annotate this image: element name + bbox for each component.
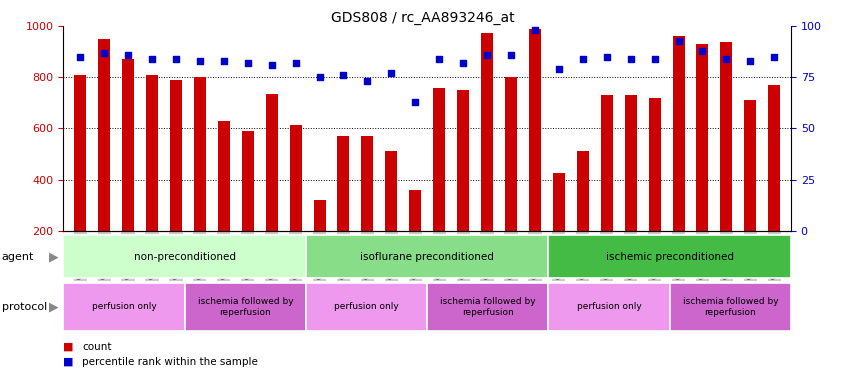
Text: ischemia followed by
reperfusion: ischemia followed by reperfusion [440,297,536,316]
Text: agent: agent [2,252,34,262]
FancyBboxPatch shape [63,283,184,331]
Bar [409,190,421,231]
Point [121,52,135,58]
Point [528,27,541,33]
Text: ischemia followed by
reperfusion: ischemia followed by reperfusion [197,297,294,316]
Point [672,38,685,44]
Point [313,74,327,80]
Bar [601,95,613,231]
Bar [289,124,301,231]
Bar [74,75,86,231]
FancyBboxPatch shape [548,235,791,279]
Text: isoflurane preconditioned: isoflurane preconditioned [360,252,494,262]
Point [504,52,518,58]
Bar [696,44,708,231]
Bar [577,152,589,231]
Point [265,62,278,68]
Bar [98,39,110,231]
Bar [146,75,158,231]
Text: protocol: protocol [2,302,47,312]
Text: perfusion only: perfusion only [91,302,157,311]
Text: ischemic preconditioned: ischemic preconditioned [606,252,733,262]
Bar [481,33,493,231]
Text: ischemia followed by
reperfusion: ischemia followed by reperfusion [683,297,778,316]
Bar [170,80,182,231]
Point [217,58,231,64]
Bar [433,88,445,231]
Bar [194,77,206,231]
Text: count: count [82,342,112,352]
Point [241,60,255,66]
Bar [649,98,661,231]
Text: ■: ■ [63,357,74,367]
Bar [744,100,756,231]
Bar [673,36,684,231]
Bar [553,173,565,231]
Point [193,58,206,64]
Point [74,54,87,60]
Bar [624,95,637,231]
Point [624,56,637,62]
Text: ▶: ▶ [49,300,58,313]
FancyBboxPatch shape [548,283,670,331]
Point [552,66,566,72]
FancyBboxPatch shape [670,283,791,331]
Point [385,70,398,76]
Text: GDS808 / rc_AA893246_at: GDS808 / rc_AA893246_at [331,11,515,25]
Bar [361,136,373,231]
Bar [217,121,230,231]
Point [432,56,446,62]
Bar [768,85,780,231]
Point [576,56,590,62]
Point [744,58,757,64]
Bar [505,77,517,231]
Text: ■: ■ [63,342,74,352]
FancyBboxPatch shape [63,235,306,279]
Point [695,48,709,54]
Text: percentile rank within the sample: percentile rank within the sample [82,357,258,367]
Bar [266,94,277,231]
Point [97,50,111,56]
Point [337,72,350,78]
Point [146,56,159,62]
Point [456,60,470,66]
Bar [529,29,541,231]
FancyBboxPatch shape [427,283,548,331]
Point [648,56,662,62]
FancyBboxPatch shape [184,283,306,331]
Text: perfusion only: perfusion only [577,302,641,311]
Bar [385,152,398,231]
Bar [242,131,254,231]
Point [360,78,374,84]
Point [169,56,183,62]
Point [600,54,613,60]
FancyBboxPatch shape [306,235,548,279]
Point [481,52,494,58]
Text: ▶: ▶ [49,251,58,263]
Bar [721,42,733,231]
Bar [122,60,134,231]
Point [767,54,781,60]
Bar [338,136,349,231]
FancyBboxPatch shape [306,283,427,331]
Point [288,60,302,66]
Point [409,99,422,105]
Bar [457,90,470,231]
Text: perfusion only: perfusion only [334,302,399,311]
Text: non-preconditioned: non-preconditioned [134,252,236,262]
Bar [314,200,326,231]
Point [720,56,733,62]
